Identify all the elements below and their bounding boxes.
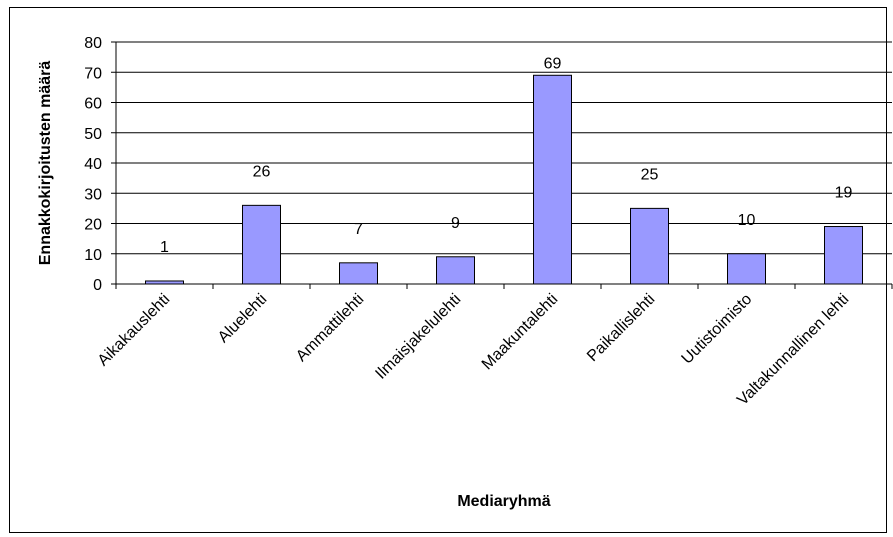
data-label: 25 — [641, 166, 659, 183]
data-labels: 1 26 7 9 69 25 10 19 — [160, 55, 852, 256]
y-tick-label: 20 — [84, 217, 102, 234]
data-label: 69 — [544, 55, 562, 72]
data-label: 7 — [354, 221, 363, 238]
bar — [630, 207, 669, 285]
y-tick-label: 50 — [84, 126, 102, 143]
y-axis-ticks: 0 10 20 30 40 50 60 70 80 — [84, 35, 116, 294]
data-label: 10 — [738, 212, 756, 229]
x-axis-title: Mediaryhmä — [457, 493, 550, 510]
x-tick-label: Maakuntalehti — [479, 291, 561, 373]
y-tick-label: 80 — [84, 35, 102, 52]
bar — [436, 256, 475, 285]
bar — [339, 262, 378, 285]
data-label: 1 — [160, 239, 169, 256]
bar — [533, 74, 572, 285]
y-tick-label: 0 — [93, 277, 102, 294]
y-tick-label: 40 — [84, 156, 102, 173]
x-tick-label: Aluelehti — [215, 291, 270, 346]
y-tick-label: 30 — [84, 186, 102, 203]
y-axis-title: Ennakkokirjoitusten määrä — [37, 61, 54, 266]
data-label: 26 — [253, 163, 271, 180]
gridlines — [116, 41, 892, 255]
x-tick-label: Ilmaisjakelulehti — [372, 291, 464, 383]
x-tick-label: Ammattilehti — [293, 291, 367, 365]
x-axis-ticks: Aikakauslehti Aluelehti Ammattilehti Ilmais… — [95, 284, 893, 409]
x-tick-label: Uutistoimisto — [679, 291, 756, 368]
bar — [727, 253, 766, 285]
x-tick-label: Paikallislehti — [584, 291, 658, 365]
y-tick-label: 10 — [84, 247, 102, 264]
x-tick-label: Valtakunnallinen lehti — [734, 291, 852, 409]
bar — [824, 226, 863, 285]
y-tick-label: 70 — [84, 65, 102, 82]
data-label: 19 — [835, 185, 853, 202]
y-tick-label: 60 — [84, 96, 102, 113]
x-tick-label: Aikakauslehti — [95, 291, 174, 370]
bar — [242, 204, 281, 285]
data-label: 9 — [451, 215, 460, 232]
